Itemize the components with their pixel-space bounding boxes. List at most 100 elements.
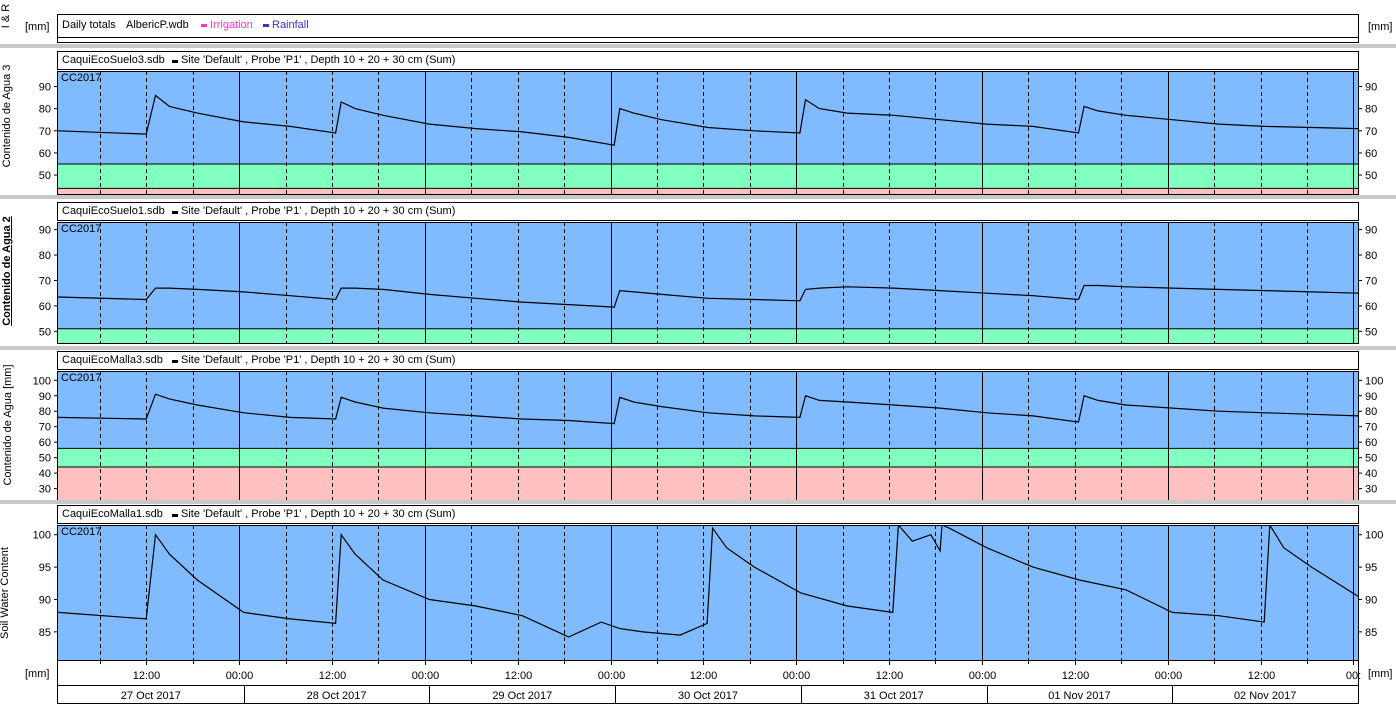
panel-separator[interactable] (0, 44, 1396, 48)
panel-2-series-swatch (172, 211, 178, 214)
date-label: 30 Oct 2017 (678, 690, 738, 702)
y-tick-label-right: 60 (1365, 301, 1377, 313)
y-tick-label-left: 95 (39, 562, 51, 574)
y-tick-label-right: 100 (1365, 530, 1383, 542)
y-tick-label-right: 95 (1365, 562, 1377, 574)
y-tick-label-right: 90 (1365, 391, 1377, 403)
y-tick-label-right: 40 (1365, 468, 1377, 480)
y-tick-label-left: 90 (39, 82, 51, 94)
y-tick-label-left: 80 (39, 406, 51, 418)
panel-4-chart: 85 85 90 90 95 95 100 100 CC2017 (33, 525, 1383, 661)
panel-2-chart: 50 50 60 60 70 70 80 80 90 90 CC2017 (39, 222, 1377, 344)
top-strip-unit-right: [mm] (1368, 21, 1393, 33)
zone-band-0 (58, 525, 1358, 661)
y-tick-label-left: 60 (39, 437, 51, 449)
panel-separator[interactable] (0, 500, 1396, 504)
time-tick-label: 12:00 (690, 670, 718, 682)
y-tick-label-right: 60 (1365, 148, 1377, 160)
zone-label: CC2017 (61, 372, 101, 384)
series-line (57, 94, 1359, 146)
y-tick-label-right: 70 (1365, 126, 1377, 138)
y-tick-label-left: 50 (39, 326, 51, 338)
time-tick-label: 00:00 (969, 670, 997, 682)
panel-2-series-label: Site 'Default' , Probe 'P1' , Depth 10 +… (181, 205, 456, 217)
zone-band-2 (58, 466, 1358, 501)
y-tick-label-right: 50 (1365, 326, 1377, 338)
panel-separator[interactable] (0, 346, 1396, 350)
y-tick-label-right: 50 (1365, 453, 1377, 465)
top-strip-title: Daily totals (62, 19, 116, 31)
y-tick-label-right: 80 (1365, 406, 1377, 418)
top-strip-file: AlbericP.wdb (126, 19, 189, 31)
y-tick-label-right: 80 (1365, 250, 1377, 262)
panel-2-header: CaquiEcoSuelo1.sdb Site 'Default' , Prob… (57, 202, 1359, 221)
date-axis-box (57, 685, 1359, 704)
irrigation-legend-swatch (201, 24, 207, 27)
y-tick-label-left: 80 (39, 104, 51, 116)
y-tick-label-right: 70 (1365, 422, 1377, 434)
panel-3-series-label: Site 'Default' , Probe 'P1' , Depth 10 +… (181, 354, 456, 366)
time-tick-label: 00:00 (598, 670, 626, 682)
irrigation-legend-label: Irrigation (210, 19, 253, 31)
rainfall-legend-label: Rainfall (272, 19, 309, 31)
panel-1-file: CaquiEcoSuelo3.sdb (62, 54, 165, 66)
zone-band-1 (58, 328, 1358, 344)
panel-3-chart: 30 30 40 40 50 50 60 60 70 70 80 80 90 90 100 100 CC2017 (33, 371, 1383, 501)
y-tick-label-left: 60 (39, 148, 51, 160)
y-tick-label-right: 60 (1365, 437, 1377, 449)
y-tick-label-right: 90 (1365, 594, 1377, 606)
x-axis-unit-right: [mm] (1368, 668, 1393, 680)
time-tick-label: 00:00 (226, 670, 254, 682)
zone-band-1 (58, 448, 1358, 467)
date-label: 01 Nov 2017 (1048, 690, 1110, 702)
time-tick-label: 12:00 (319, 670, 347, 682)
panel-separator[interactable] (0, 195, 1396, 199)
panel-3-header: CaquiEcoMalla3.sdb Site 'Default' , Prob… (57, 351, 1359, 370)
y-tick-label-left: 100 (33, 530, 51, 542)
rainfall-legend-swatch (263, 24, 269, 27)
y-tick-label-left: 40 (39, 468, 51, 480)
y-tick-label-left: 90 (39, 391, 51, 403)
panel-soil-3: Contenido de Agua 3 CaquiEcoSuelo3.sdb S… (0, 49, 1396, 195)
top-strip-plot-edge (57, 37, 1359, 43)
zone-band-0 (58, 71, 1358, 164)
panel-1-series-label: Site 'Default' , Probe 'P1' , Depth 10 +… (181, 54, 456, 66)
y-tick-label-left: 50 (39, 453, 51, 465)
date-label: 28 Oct 2017 (307, 690, 367, 702)
panel-1-chart: 50 50 60 60 70 70 80 80 90 90 CC2017 (39, 71, 1377, 195)
y-tick-label-left: 70 (39, 126, 51, 138)
top-strip-header: Daily totals AlbericP.wdb Irrigation Rai… (57, 14, 1359, 38)
y-tick-label-right: 30 (1365, 484, 1377, 496)
panel-4-header: CaquiEcoMalla1.sdb Site 'Default' , Prob… (57, 505, 1359, 524)
y-tick-label-left: 100 (33, 375, 51, 387)
panel-malla-3: Contenido de Agua [mm] CaquiEcoMalla3.sd… (0, 350, 1396, 501)
y-tick-label-left: 90 (39, 225, 51, 237)
time-tick-label: 12:00 (1062, 670, 1090, 682)
zone-band-1 (58, 164, 1358, 189)
time-axis: 12:00 00:00 12:00 00:00 12:00 00:00 12:00 00:00… (57, 660, 1361, 686)
zone-label: CC2017 (61, 526, 101, 538)
date-label: 27 Oct 2017 (121, 690, 181, 702)
time-tick-label: 00:00 (1155, 670, 1183, 682)
y-tick-label-left: 70 (39, 422, 51, 434)
y-tick-label-left: 50 (39, 170, 51, 182)
y-tick-label-left: 85 (39, 627, 51, 639)
plot-border (57, 222, 1359, 344)
time-axis-box (57, 660, 1359, 686)
date-label: 29 Oct 2017 (492, 690, 552, 702)
series-line (57, 284, 1359, 308)
y-tick-label-left: 80 (39, 250, 51, 262)
panel-3-series-swatch (172, 360, 178, 363)
series-line (57, 525, 1359, 638)
top-strip-axis-label: I & R (0, 3, 12, 29)
time-tick-label: 12:00 (1248, 670, 1276, 682)
x-axis-unit-left: [mm] (25, 668, 50, 680)
y-tick-label-right: 50 (1365, 170, 1377, 182)
time-tick-label: 12:00 (505, 670, 533, 682)
series-line (57, 393, 1359, 425)
plot-border (57, 71, 1359, 195)
time-tick-label: 00:00 (783, 670, 811, 682)
panel-2-file: CaquiEcoSuelo1.sdb (62, 205, 165, 217)
date-axis: 27 Oct 2017 28 Oct 2017 29 Oct 2017 30 Oct … (57, 685, 1359, 704)
panel-4-series-label: Site 'Default' , Probe 'P1' , Depth 10 +… (181, 508, 456, 520)
